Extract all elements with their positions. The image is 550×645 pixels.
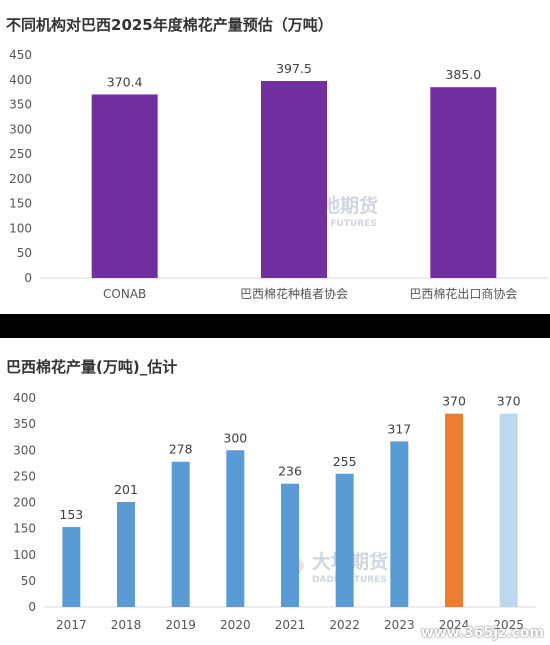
chart-panel-forecast: 不同机构对巴西2025年度棉花产量预估（万吨） 大地期货 DADI FUTURES…	[0, 0, 550, 314]
x-tick-label: 2020	[220, 618, 251, 632]
bar-巴西棉花出口商协会	[430, 87, 497, 278]
footer-watermark: www.365jz.com	[420, 625, 544, 641]
y-tick-label: 400	[9, 73, 32, 87]
y-tick-label: 350	[9, 98, 32, 112]
chart-title: 不同机构对巴西2025年度棉花产量预估（万吨）	[6, 16, 333, 34]
y-tick-label: 50	[17, 246, 32, 260]
y-tick-label: 300	[9, 122, 32, 136]
y-tick-label: 150	[9, 197, 32, 211]
y-tick-label: 350	[13, 417, 36, 431]
y-tick-label: 250	[13, 469, 36, 483]
x-tick-label: 巴西棉花出口商协会	[409, 286, 517, 300]
bar-2017	[62, 527, 81, 607]
x-tick-label: 2019	[165, 618, 196, 632]
panel-divider	[0, 314, 550, 338]
x-tick-label: CONAB	[103, 287, 146, 300]
y-tick-label: 250	[9, 147, 32, 161]
y-tick-label: 150	[13, 522, 36, 536]
x-tick-label: 2025	[493, 618, 524, 632]
data-label: 370	[497, 394, 521, 409]
x-tick-label: 2024	[439, 618, 470, 632]
data-label: 236	[278, 464, 302, 479]
y-tick-label: 50	[21, 574, 36, 588]
bar-巴西棉花种植者协会	[261, 81, 327, 279]
x-tick-label: 2018	[111, 618, 142, 632]
data-label: 255	[333, 454, 357, 469]
x-tick-label: 2022	[329, 618, 360, 632]
data-label: 300	[223, 430, 247, 445]
y-tick-label: 200	[9, 172, 32, 186]
data-label: 385.0	[445, 67, 481, 82]
watermark-en: DADI FUTURES	[302, 219, 377, 229]
data-label: 317	[387, 421, 411, 436]
y-tick-label: 100	[9, 221, 32, 235]
bar-2020	[226, 450, 245, 607]
bar-2022	[335, 473, 354, 607]
x-tick-label: 2021	[275, 618, 306, 632]
data-label: 370.4	[107, 74, 143, 89]
bar-CONAB	[91, 94, 158, 278]
bar-2018	[117, 501, 135, 607]
bar-2021	[281, 483, 299, 607]
x-tick-label: 2023	[384, 618, 415, 632]
data-label: 153	[59, 507, 83, 522]
data-label: 370	[442, 394, 466, 409]
data-label: 278	[169, 442, 193, 457]
data-label: 201	[114, 482, 138, 497]
x-tick-label: 2017	[56, 618, 87, 632]
y-tick-label: 0	[24, 271, 32, 285]
y-tick-label: 200	[13, 496, 36, 510]
y-tick-label: 450	[9, 48, 32, 62]
bar-2024	[445, 413, 463, 607]
bar-2023	[390, 441, 409, 607]
chart-title: 巴西棉花产量(万吨)_估计	[6, 358, 178, 376]
y-tick-label: 100	[13, 548, 36, 562]
y-tick-label: 300	[13, 443, 36, 457]
y-tick-label: 400	[13, 391, 36, 405]
bar-2025	[499, 413, 518, 607]
y-tick-label: 0	[28, 600, 36, 614]
bar-2019	[171, 461, 190, 607]
data-label: 397.5	[276, 61, 312, 76]
x-tick-label: 巴西棉花种植者协会	[240, 286, 348, 300]
